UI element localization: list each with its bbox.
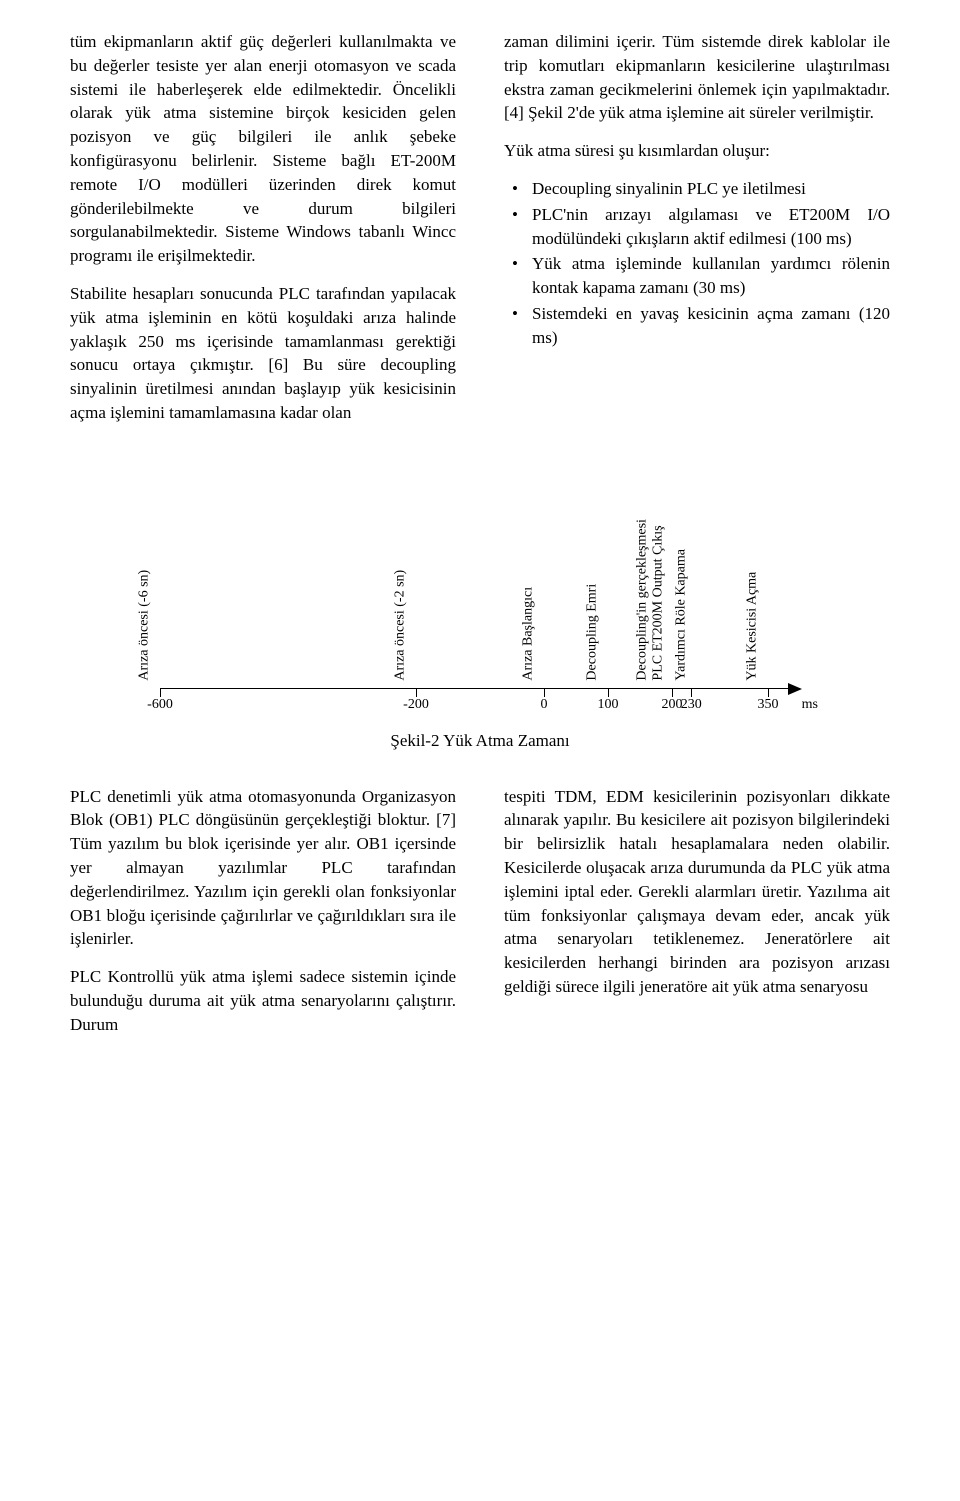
col-bl: PLC denetimli yük atma otomasyonunda Org…	[70, 785, 456, 1051]
timeline-axis-area: ms -600Arıza öncesi (-6 sn)-200Arıza önc…	[160, 479, 800, 709]
para-r2: Yük atma süresi şu kısımlardan oluşur:	[504, 139, 890, 163]
axis-tick-label: Arıza öncesi (-6 sn)	[134, 570, 154, 681]
axis-tick-label: Yük Kesicisi Açma	[742, 572, 762, 681]
top-columns: tüm ekipmanların aktif güç değerleri kul…	[70, 30, 890, 439]
axis-tick-number: 350	[758, 695, 779, 715]
axis-tick-number: 100	[598, 695, 619, 715]
col-right: zaman dilimini içerir. Tüm sistemde dire…	[504, 30, 890, 439]
axis-tick-number: 230	[681, 695, 702, 715]
axis-arrow-icon	[788, 683, 802, 695]
axis-tick-number: 0	[541, 695, 548, 715]
axis-tick-number: -200	[403, 695, 429, 715]
axis-line	[160, 688, 800, 689]
axis-tick-label: Arıza öncesi (-2 sn)	[390, 570, 410, 681]
axis-tick-label: Yardımcı Röle Kapama	[672, 549, 692, 681]
bullet-item: PLC'nin arızayı algılaması ve ET200M I/O…	[532, 203, 890, 251]
col-left: tüm ekipmanların aktif güç değerleri kul…	[70, 30, 456, 439]
bullet-item: Yük atma işleminde kullanılan yardımcı r…	[532, 252, 890, 300]
axis-tick-number: -600	[147, 695, 173, 715]
axis-tick-label: Arıza Başlangıcı	[518, 587, 538, 681]
bullet-list: Decoupling sinyalinin PLC ye iletilmesi …	[504, 177, 890, 350]
para-br1: tespiti TDM, EDM kesicilerinin pozisyonl…	[504, 785, 890, 999]
col-br: tespiti TDM, EDM kesicilerinin pozisyonl…	[504, 785, 890, 1051]
axis-tick-label: PLC ET200M Output Çıkış	[648, 526, 668, 681]
para-l1: tüm ekipmanların aktif güç değerleri kul…	[70, 30, 456, 268]
timeline-figure: ms -600Arıza öncesi (-6 sn)-200Arıza önc…	[160, 479, 800, 709]
para-bl2: PLC Kontrollü yük atma işlemi sadece sis…	[70, 965, 456, 1036]
para-bl1: PLC denetimli yük atma otomasyonunda Org…	[70, 785, 456, 952]
para-l2: Stabilite hesapları sonucunda PLC tarafı…	[70, 282, 456, 425]
axis-unit-label: ms	[802, 695, 818, 715]
figure-caption: Şekil-2 Yük Atma Zamanı	[70, 729, 890, 753]
bottom-columns: PLC denetimli yük atma otomasyonunda Org…	[70, 785, 890, 1051]
axis-tick-number: 200	[662, 695, 683, 715]
bullet-item: Sistemdeki en yavaş kesicinin açma zaman…	[532, 302, 890, 350]
para-r1: zaman dilimini içerir. Tüm sistemde dire…	[504, 30, 890, 125]
axis-tick-label: Decoupling Emri	[582, 584, 602, 681]
bullet-item: Decoupling sinyalinin PLC ye iletilmesi	[532, 177, 890, 201]
